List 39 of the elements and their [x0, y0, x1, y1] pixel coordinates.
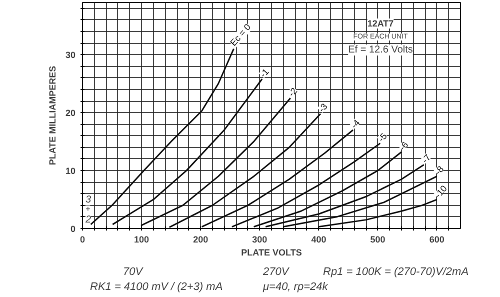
text: μ=40, rp=24k	[263, 280, 328, 295]
text: RK1 = 4100 mV / (2+3) mA	[90, 280, 223, 295]
text: Rp1 = 100K = (270-70)V/2mA	[323, 265, 469, 280]
y-tick-label: 0	[70, 224, 76, 234]
x-tick-label: 0	[80, 234, 86, 244]
line-series	[231, 142, 381, 228]
text: -4	[348, 118, 362, 130]
text: 70V	[123, 265, 143, 280]
x-tick-label: 300	[252, 234, 268, 244]
text: -2	[286, 86, 300, 98]
y-tick-label: 10	[65, 166, 76, 176]
text: -8	[432, 164, 446, 177]
text: Ec = 0	[228, 22, 253, 48]
line-series	[282, 176, 438, 228]
x-tick-label: 400	[311, 234, 326, 244]
text: -10	[432, 183, 449, 200]
annotation: Ef = 12.6 Volts	[348, 44, 413, 56]
y-tick-label: 20	[65, 108, 76, 118]
line-series	[140, 97, 292, 226]
line-series	[318, 198, 438, 228]
annotation: +	[86, 204, 90, 214]
line-series	[253, 151, 402, 228]
text: -5	[376, 131, 389, 144]
x-tick-label: 100	[134, 234, 150, 244]
text: -7	[420, 152, 433, 166]
text: 12AT7	[367, 18, 394, 28]
text: 270V	[263, 265, 289, 280]
y-tick-label: 30	[65, 50, 76, 60]
x-axis-title: PLATE VOLTS	[241, 248, 302, 258]
line-series	[90, 48, 234, 226]
x-tick-label: 500	[370, 234, 386, 244]
text: -1	[258, 66, 271, 80]
x-tick-label: 600	[429, 234, 444, 244]
y-axis-title: PLATE MILLIAMPERES	[47, 66, 58, 166]
x-tick-label: 200	[193, 234, 208, 244]
text: -3	[316, 101, 330, 114]
text: -6	[397, 140, 410, 152]
annotation: 2	[84, 214, 92, 226]
annotation: 3	[86, 194, 92, 206]
